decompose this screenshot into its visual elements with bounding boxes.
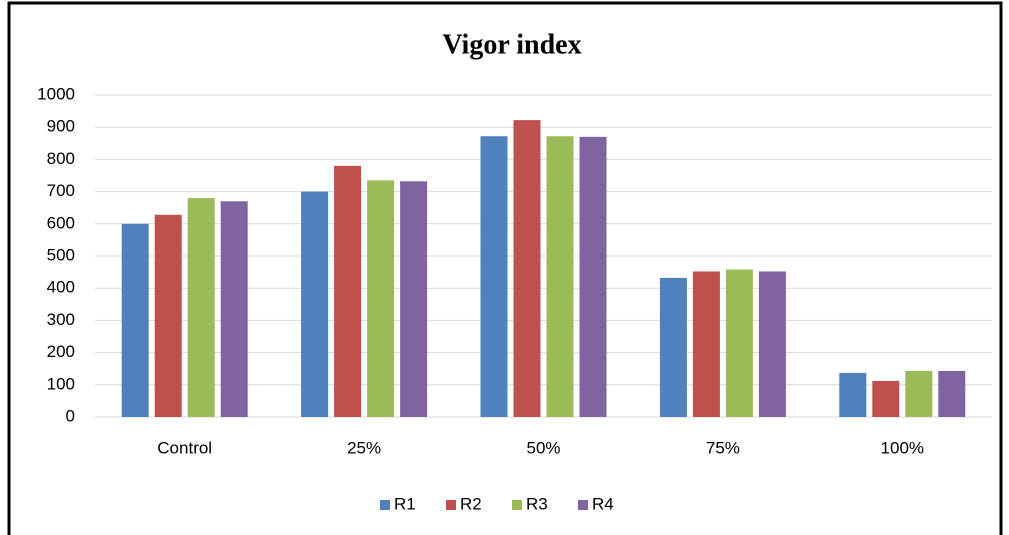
bar — [513, 120, 541, 417]
y-tick-label: 200 — [47, 342, 75, 361]
bar — [187, 198, 215, 417]
bar — [725, 269, 753, 417]
y-tick-label: 700 — [47, 181, 75, 200]
y-tick-label: 300 — [47, 310, 75, 329]
bar — [301, 191, 329, 417]
legend-label: R2 — [460, 494, 482, 513]
legend-swatch — [380, 500, 390, 510]
legend-swatch — [446, 500, 456, 510]
legend-label: R1 — [394, 494, 416, 513]
legend-swatch — [512, 500, 522, 510]
bar — [220, 201, 248, 417]
legend-swatch — [578, 500, 588, 510]
bar — [692, 271, 720, 417]
x-tick-label: 100% — [881, 438, 924, 457]
bar — [121, 223, 149, 417]
y-tick-label: 900 — [47, 117, 75, 136]
bar — [938, 370, 966, 417]
chart-title: Vigor index — [442, 29, 581, 60]
bar — [839, 372, 867, 417]
y-tick-label: 600 — [47, 213, 75, 232]
y-tick-label: 800 — [47, 149, 75, 168]
bar — [400, 181, 428, 417]
bar — [480, 136, 508, 417]
y-tick-label: 0 — [66, 406, 75, 425]
y-tick-label: 400 — [47, 278, 75, 297]
bar — [659, 277, 687, 417]
bar — [154, 214, 182, 417]
y-tick-label: 500 — [47, 245, 75, 264]
bar — [334, 165, 362, 417]
y-tick-label: 100 — [47, 374, 75, 393]
x-tick-label: 50% — [526, 438, 560, 457]
x-tick-label: 25% — [347, 438, 381, 457]
bar — [872, 380, 900, 417]
legend-label: R4 — [592, 494, 614, 513]
y-tick-label: 1000 — [37, 84, 75, 103]
x-tick-label: 75% — [706, 438, 740, 457]
x-tick-label: Control — [157, 438, 212, 457]
bar — [758, 271, 786, 417]
bar — [905, 370, 933, 417]
bar — [579, 136, 607, 418]
bar — [367, 180, 395, 417]
bar — [546, 136, 574, 417]
legend-label: R3 — [526, 494, 548, 513]
